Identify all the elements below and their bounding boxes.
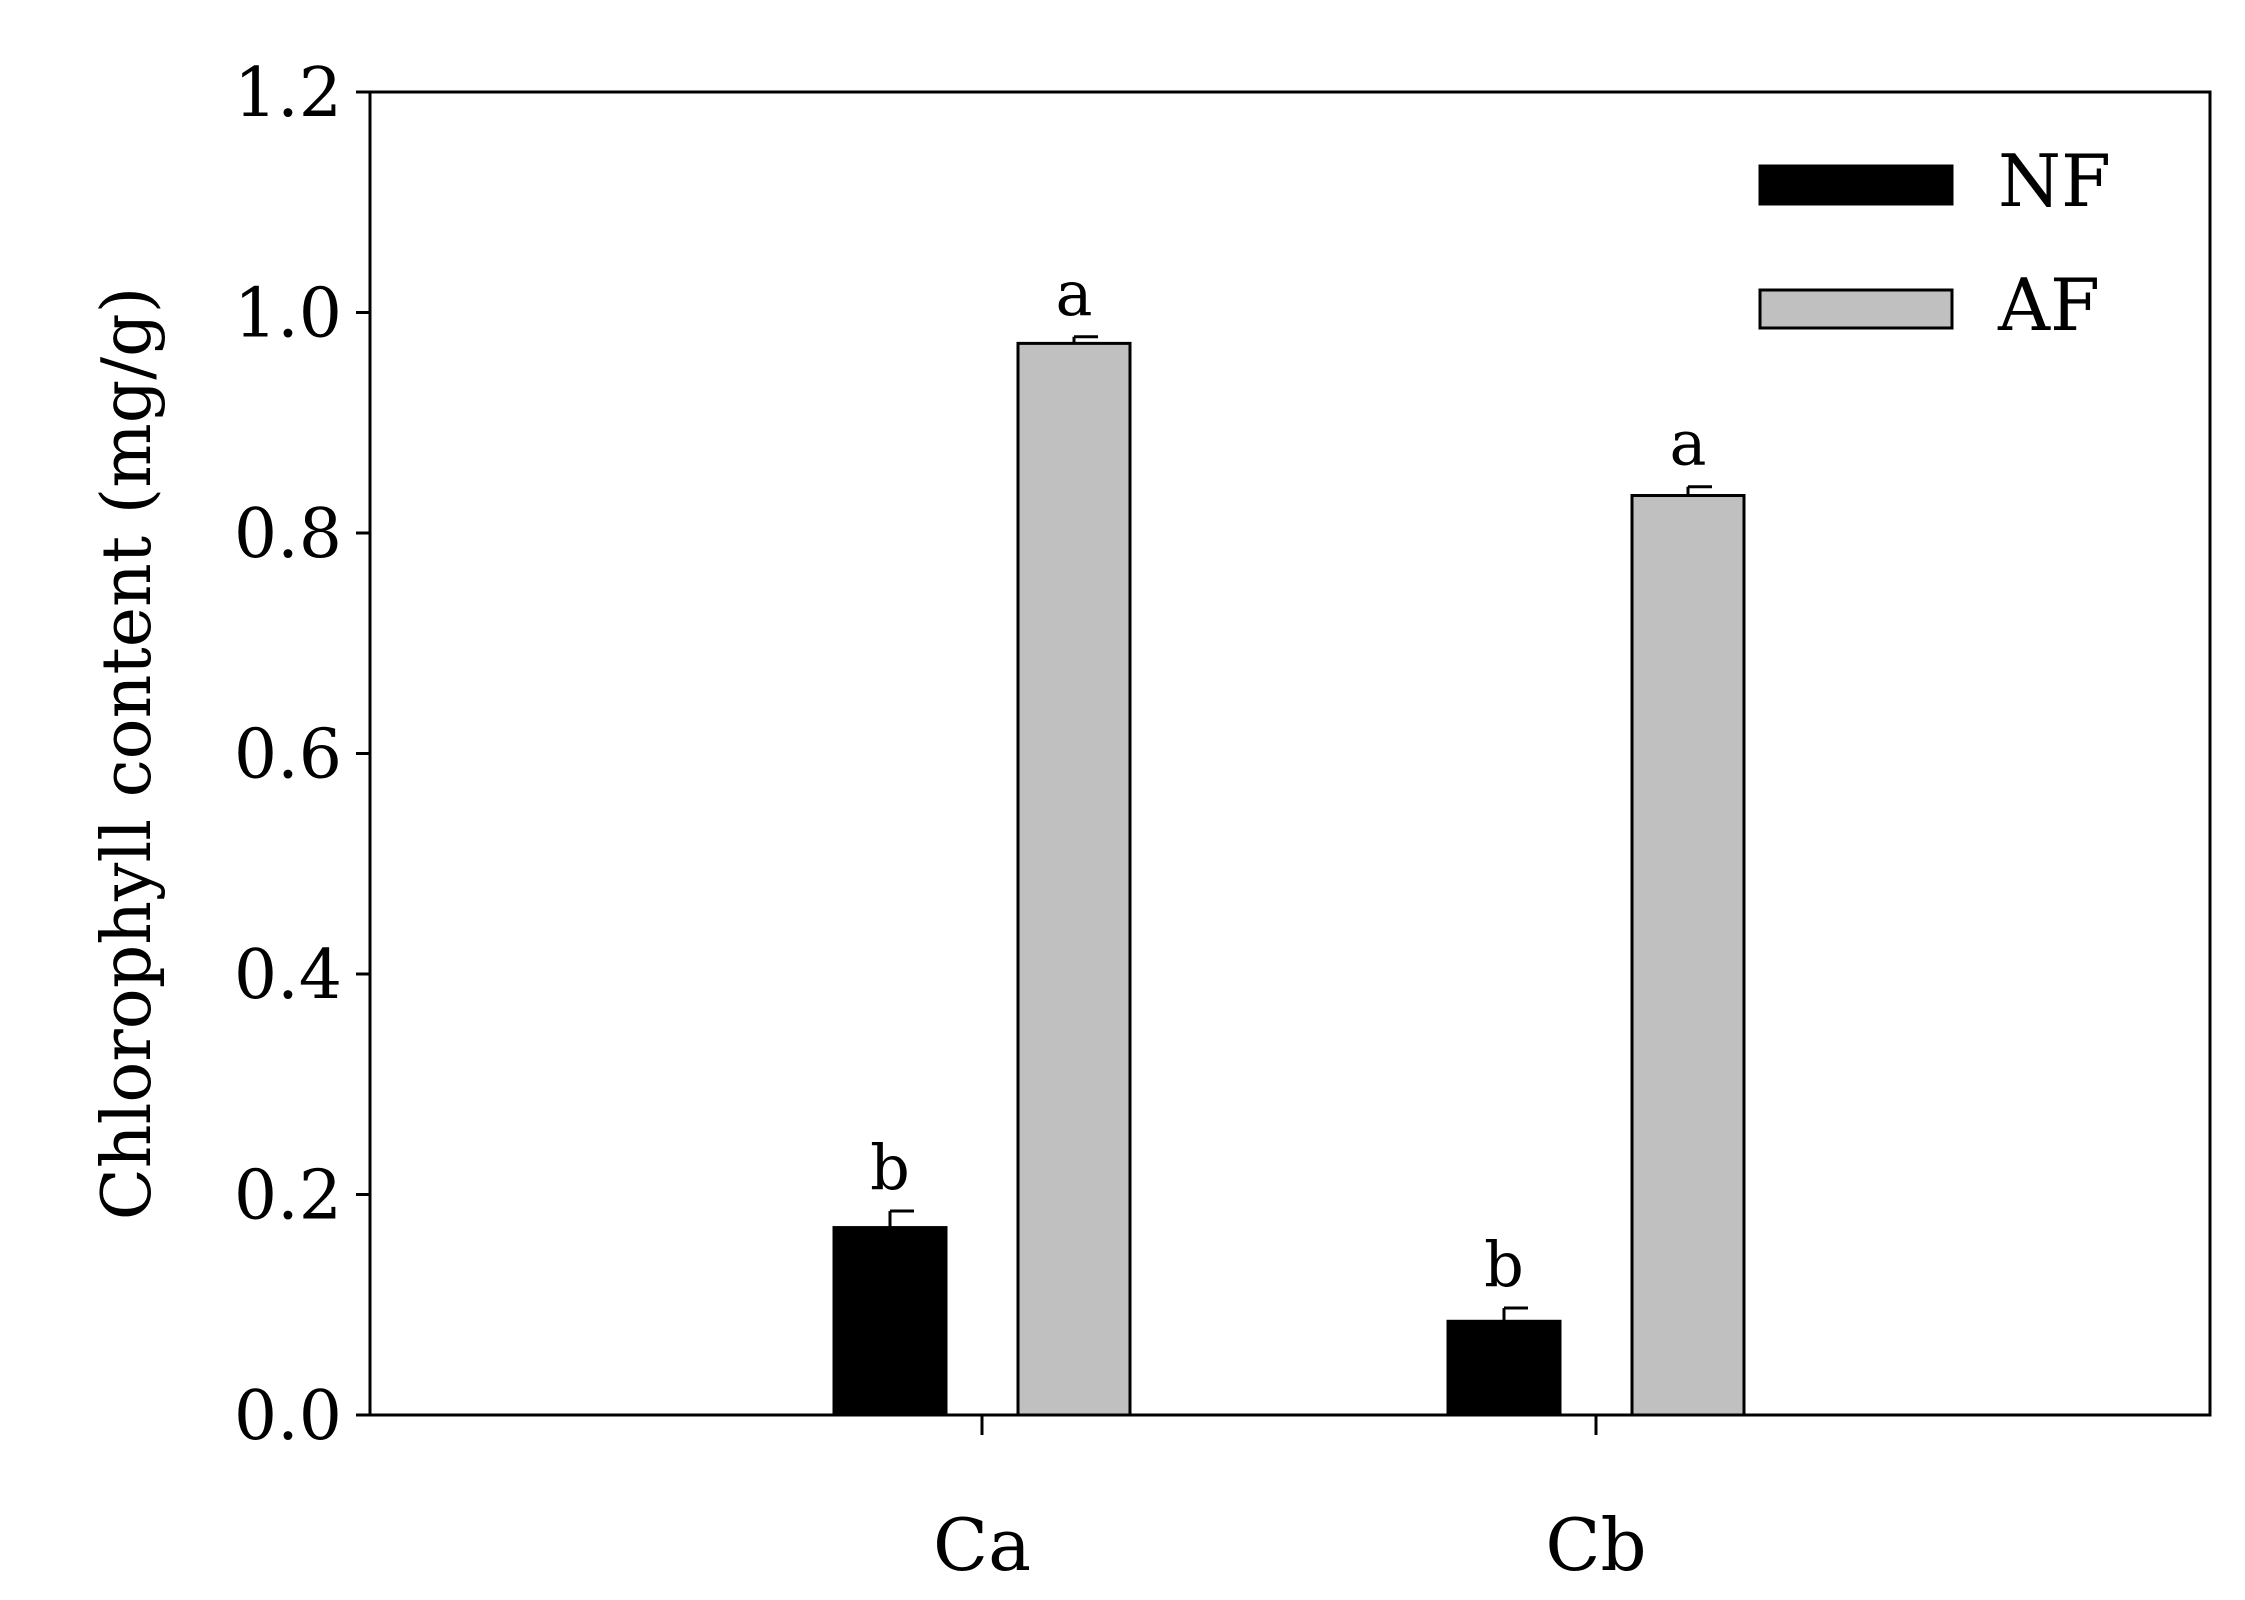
significance-label: a xyxy=(1056,257,1093,330)
significance-labels-layer: b a b a xyxy=(870,257,1706,1301)
bars-layer xyxy=(832,341,1746,1417)
bar-NF-Ca xyxy=(832,1226,948,1417)
bar-AF-Cb xyxy=(1630,494,1746,1417)
y-tick-label: 0.2 xyxy=(234,1157,342,1236)
y-tick-label: 1.2 xyxy=(234,54,342,133)
legend-swatch-NF xyxy=(1758,164,1954,206)
significance-label: a xyxy=(1670,407,1707,480)
y-tick-label: 0.6 xyxy=(234,716,342,795)
y-tick-label: 0.0 xyxy=(234,1377,342,1456)
y-tick-label: 0.8 xyxy=(234,495,342,574)
y-tick-label: 1.0 xyxy=(234,275,342,354)
legend-label-AF: AF xyxy=(1997,263,2100,347)
legend-label-NF: NF xyxy=(1998,139,2111,223)
y-axis: 0.0 0.2 0.4 0.6 0.8 1.0 1.2 xyxy=(234,54,370,1456)
x-tick-label: Cb xyxy=(1545,1503,1646,1587)
x-tick-label: Ca xyxy=(933,1503,1031,1587)
bar-AF-Ca xyxy=(1016,341,1132,1417)
error-bars-layer xyxy=(888,335,1712,1322)
x-axis: Ca Cb xyxy=(933,1415,1647,1587)
significance-label: b xyxy=(1484,1228,1524,1301)
legend-swatch-AF xyxy=(1758,288,1954,330)
legend: NF AF xyxy=(1758,139,2111,347)
y-axis-label: Chlorophyll content (mg/g) xyxy=(88,287,167,1220)
bar-NF-Cb xyxy=(1446,1319,1562,1417)
significance-label: b xyxy=(870,1131,910,1204)
y-tick-label: 0.4 xyxy=(234,936,342,1015)
